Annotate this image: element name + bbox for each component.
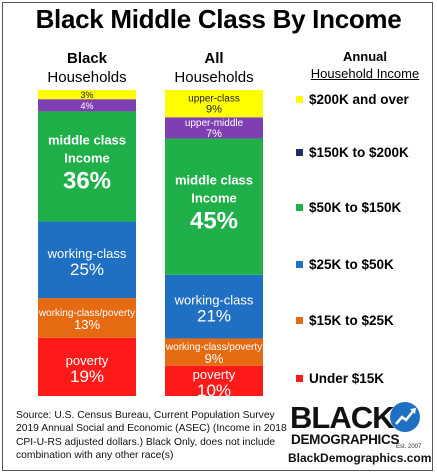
segment-name-label: upper-class: [188, 94, 240, 105]
legend-title: Annual Household Income: [300, 48, 430, 82]
segment-value-label: 19%: [70, 367, 104, 386]
bar-segment: [165, 338, 263, 366]
bar-segment: [165, 90, 263, 118]
column-header-black-line2: Households: [47, 69, 127, 86]
segment-name-label: middle class: [48, 133, 126, 148]
segment-name-label: working-class/poverty: [38, 308, 135, 319]
legend-label: Under $15K: [309, 371, 385, 386]
legend-label: $200K and over: [309, 92, 409, 107]
segment-name-label: working-class/poverty: [165, 342, 262, 353]
legend-item: Under $15K: [296, 371, 384, 386]
segment-value-label: 13%: [74, 317, 100, 332]
bar-segment: [38, 298, 136, 338]
segment-name-label: Income: [191, 191, 237, 206]
bar-segment: [165, 117, 263, 139]
legend-item: $50K to $150K: [296, 200, 401, 215]
segment-name-label: middle class: [175, 173, 253, 188]
segment-value-label: 10%: [197, 381, 231, 400]
legend-label: $15K to $25K: [309, 313, 394, 328]
legend-item: $200K and over: [296, 92, 409, 107]
column-header-black-line1: Black: [66, 50, 108, 67]
segment-value-label: 25%: [70, 260, 104, 279]
segment-value-label: 45%: [190, 208, 238, 235]
legend-swatch: [296, 316, 303, 324]
segment-value-label: 3%: [80, 90, 93, 100]
logo: BLACK DEMOGRAPHICS Est. 2007 BlackDemogr…: [288, 400, 432, 470]
legend-label: $25K to $50K: [309, 257, 394, 272]
logo-word-demographics: DEMOGRAPHICS: [291, 432, 400, 447]
logo-word-black: BLACK: [290, 400, 394, 435]
segment-name-label: working-class: [47, 246, 127, 261]
legend-label: $50K to $150K: [309, 200, 402, 215]
legend-item: $25K to $50K: [296, 257, 394, 272]
bar-segment: [165, 138, 263, 275]
segment-value-label: 4%: [80, 101, 93, 111]
logo-arrow-icon: [390, 402, 420, 432]
legend-title-line1: Annual: [342, 49, 388, 64]
bar-segment: [165, 274, 263, 339]
bar-segment: [38, 337, 136, 396]
bar-segment: [38, 99, 136, 112]
legend-swatch: [296, 260, 303, 268]
segment-value-label: 9%: [206, 104, 222, 116]
logo-url: BlackDemographics.com: [288, 451, 432, 465]
legend-title-line2: Household Income: [310, 66, 420, 81]
segment-name-label: Income: [64, 151, 110, 166]
bar-segment: [165, 365, 263, 396]
legend-item: $15K to $25K: [296, 313, 394, 328]
legend-swatch: [296, 203, 303, 211]
segment-value-label: 7%: [206, 128, 222, 140]
logo-est: Est. 2007: [396, 444, 422, 450]
chart-title: Black Middle Class By Income: [35, 4, 402, 34]
column-header-all: All Households: [165, 49, 263, 87]
segment-name-label: poverty: [66, 353, 109, 368]
legend-swatch: [296, 148, 303, 156]
segment-value-label: 36%: [63, 168, 111, 195]
source-note: Source: U.S. Census Bureau, Current Popu…: [16, 410, 287, 461]
segment-name-label: working-class: [174, 293, 254, 308]
bar-segment: [38, 111, 136, 222]
legend-item: $150K to $200K: [296, 145, 409, 160]
segment-name-label: poverty: [193, 367, 236, 382]
column-header-all-line1: All: [204, 50, 224, 67]
segment-value-label: 21%: [197, 307, 231, 326]
bar-segment: [38, 221, 136, 299]
legend-label: $150K to $200K: [309, 145, 409, 160]
segment-name-label: upper-middle: [185, 118, 244, 129]
column-header-black: Black Households: [38, 49, 136, 87]
segment-value-label: 9%: [205, 351, 224, 366]
column-header-all-line2: Households: [174, 69, 254, 86]
legend-swatch: [296, 95, 303, 103]
bar-segment: [38, 90, 136, 100]
legend-swatch: [296, 374, 303, 382]
